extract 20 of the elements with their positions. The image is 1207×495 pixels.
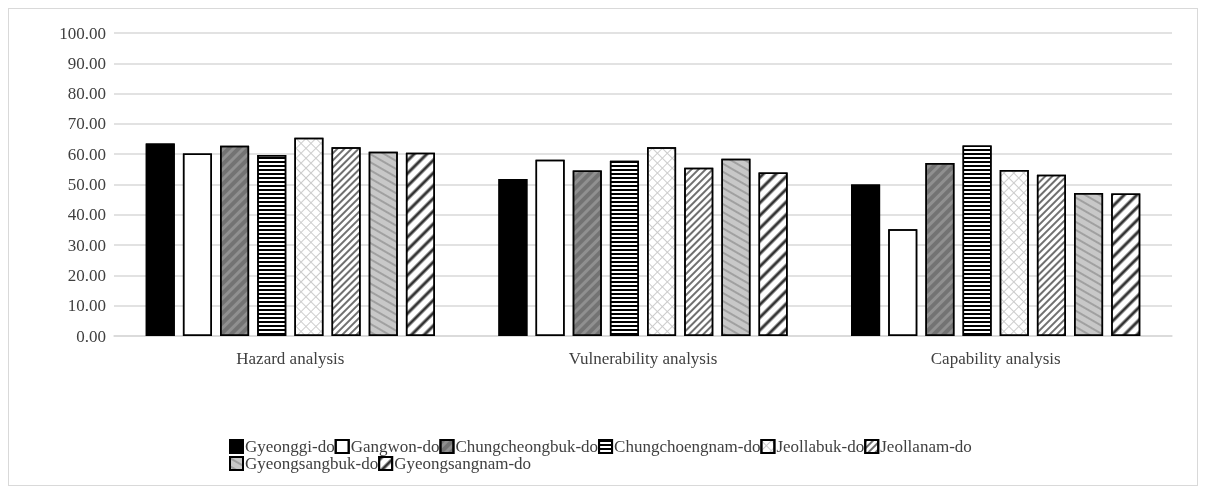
legend-label: Jeollanam-do — [880, 437, 972, 456]
legend-label: Chungchoengnam-do — [614, 437, 761, 456]
legend-label: Jeollabuk-do — [776, 437, 865, 456]
legend-label: Gangwon-do — [350, 437, 440, 456]
x-tick-label: Vulnerability analysis — [568, 349, 718, 368]
y-tick-label: 80.00 — [67, 84, 106, 104]
y-tick-label: 40.00 — [67, 205, 106, 225]
y-tick-label: 90.00 — [67, 53, 106, 73]
y-tick-label: 0.00 — [76, 326, 106, 346]
x-tick-label: Hazard analysis — [236, 349, 345, 368]
y-tick-label: 100.00 — [59, 23, 106, 43]
y-tick-label: 10.00 — [67, 296, 106, 316]
legend-label: Chungcheongbuk-do — [455, 437, 599, 456]
y-tick-label: 20.00 — [67, 265, 106, 285]
legend-label: Gyeonggi-do — [245, 437, 335, 456]
y-tick-label: 60.00 — [67, 144, 106, 164]
x-tick-label: Capability analysis — [930, 349, 1061, 368]
y-tick-label: 30.00 — [67, 235, 106, 255]
y-tick-label: 50.00 — [67, 175, 106, 194]
y-tick-label: 70.00 — [67, 114, 106, 134]
